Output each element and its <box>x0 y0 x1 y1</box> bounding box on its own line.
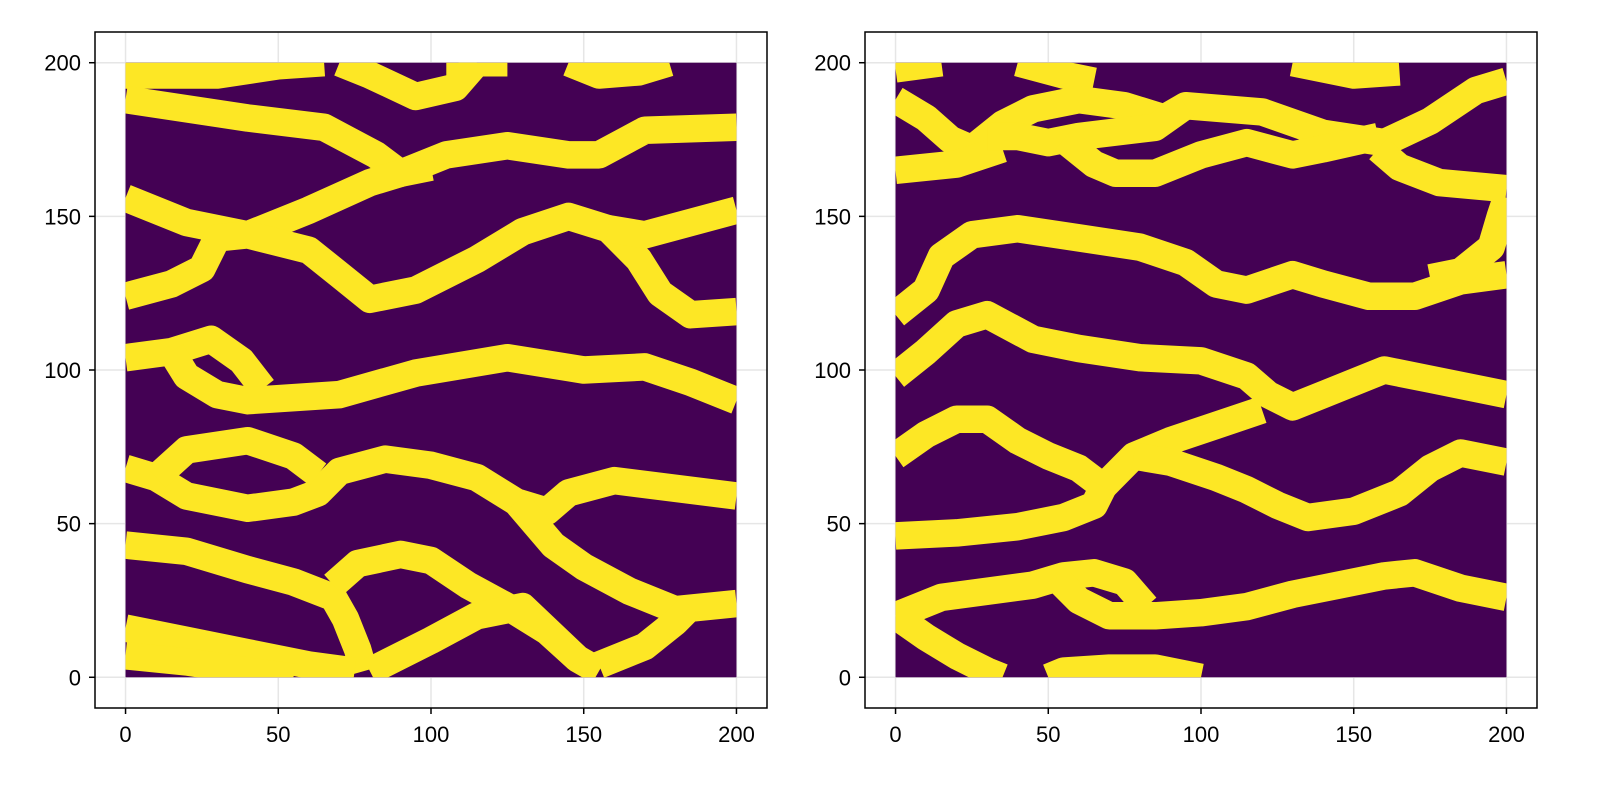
heatmap-channel-9 <box>125 325 274 397</box>
x-tick-label: 50 <box>266 722 290 747</box>
heatmap-channel-13 <box>1131 439 1507 532</box>
y-tick-label: 150 <box>44 204 81 229</box>
heatmap-channel-11 <box>895 300 1507 421</box>
heatmap-channel-5 <box>895 135 1007 184</box>
x-tick-label: 50 <box>1036 722 1060 747</box>
heatmap-channel-7 <box>1054 123 1382 188</box>
heatmap-channel-19 <box>593 596 701 678</box>
y-tick-label: 200 <box>44 51 81 76</box>
heatmap-channel-3 <box>334 62 488 111</box>
heatmap-channel-16 <box>1044 559 1507 630</box>
heatmap-channel-14 <box>895 480 1116 550</box>
heatmap-channel-18 <box>363 592 588 678</box>
heatmap-channel-2 <box>1014 62 1097 95</box>
heatmap-channel-3 <box>1289 62 1401 89</box>
x-tick-label: 0 <box>119 722 131 747</box>
heatmap-channel-17 <box>125 642 296 678</box>
heatmap-channel-15 <box>895 559 1157 629</box>
x-tick-label: 0 <box>889 722 901 747</box>
heatmap-channel-4 <box>563 62 674 89</box>
heatmap-channel-1 <box>125 62 326 89</box>
heatmap-channel-4 <box>895 68 1507 163</box>
y-tick-label: 0 <box>839 665 851 690</box>
heatmap-channel-1 <box>895 62 944 83</box>
heatmap-panel-2: 0 50 100 150 200 0 50 100 150 200 <box>814 31 1538 747</box>
heatmap-panel-1: 0 50 100 150 200 0 50 100 150 200 <box>44 31 768 747</box>
y-tick-label: 100 <box>44 358 81 383</box>
heatmap-channel-18 <box>1043 654 1204 678</box>
heatmap-channel-10 <box>159 343 737 415</box>
y-tick-label: 50 <box>827 512 851 537</box>
heatmap-channel-8 <box>895 214 1507 326</box>
heatmap-channel-11 <box>125 445 737 526</box>
x-tick-label: 150 <box>565 722 602 747</box>
x-tick-label: 150 <box>1335 722 1372 747</box>
y-tick-label: 0 <box>69 665 81 690</box>
heatmap-channel-17 <box>895 604 1008 678</box>
channel-layer <box>125 62 737 678</box>
heatmap-channel-7 <box>125 202 737 329</box>
y-tick-label: 200 <box>814 51 851 76</box>
heatmap-channel-9 <box>1427 193 1507 292</box>
heatmap-channel-12 <box>895 396 1267 501</box>
y-tick-label: 100 <box>814 358 851 383</box>
x-tick-label: 200 <box>1488 722 1525 747</box>
x-tick-label: 200 <box>718 722 755 747</box>
heatmap-channel-16 <box>125 614 357 678</box>
x-tick-label: 100 <box>1183 722 1220 747</box>
channel-layer <box>895 62 1507 678</box>
y-tick-label: 50 <box>57 512 81 537</box>
heatmap-channel-8 <box>605 196 737 249</box>
heatmap-channel-12 <box>146 426 327 488</box>
heatmap-channel-13 <box>125 531 378 675</box>
x-tick-label: 100 <box>413 722 450 747</box>
y-tick-label: 150 <box>814 204 851 229</box>
heatmap-channel-10 <box>1369 138 1507 203</box>
